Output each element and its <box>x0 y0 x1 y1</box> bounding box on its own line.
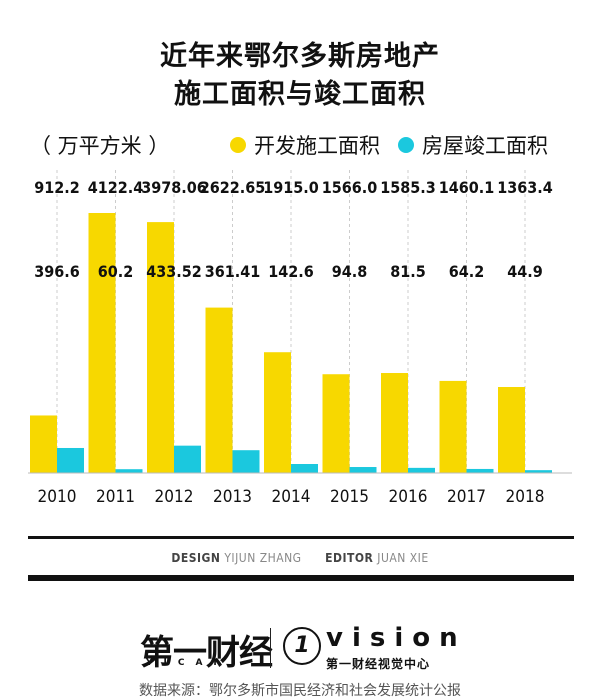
bar-completion <box>291 464 318 473</box>
logo-separator <box>270 628 271 668</box>
data-label: 44.9 <box>507 262 543 281</box>
vision-circle-logo: 1 <box>283 627 321 665</box>
bar-completion <box>57 447 84 473</box>
bar-construction <box>439 380 467 473</box>
x-tick-label: 2018 <box>506 487 545 507</box>
bar-completion <box>408 467 435 473</box>
data-label: 361.41 <box>205 262 261 281</box>
bar-construction <box>381 373 408 473</box>
bar-completion <box>115 469 143 473</box>
yicai-logo-sub: YICAI <box>146 658 228 668</box>
vision-wordmark: vision <box>326 623 467 653</box>
bar-construction <box>264 352 291 473</box>
legend-item-construction: 开发施工面积 <box>230 130 380 160</box>
x-tick-label: 2016 <box>389 487 428 507</box>
data-label: 396.6 <box>34 262 80 281</box>
design-label: DESIGN <box>171 551 221 565</box>
bar-construction <box>88 213 116 473</box>
design-name: YIJUN ZHANG <box>224 551 302 565</box>
bar-chart: 2010 2011 2012 2013 2014 2015 2016 2017 2018 912.… <box>28 170 572 507</box>
editor-label: EDITOR <box>325 551 374 565</box>
data-label: 3978.06 <box>141 178 207 197</box>
x-tick-label: 2013 <box>213 487 252 507</box>
data-label: 1363.4 <box>497 178 553 197</box>
legend-swatch-yellow <box>230 137 246 153</box>
yicai-logo: 第一财经 <box>140 633 273 673</box>
data-label: 81.5 <box>390 262 426 281</box>
data-label: 64.2 <box>449 262 485 281</box>
data-label: 94.8 <box>332 262 368 281</box>
data-label: 433.52 <box>146 262 202 281</box>
legend-item-completion: 房屋竣工面积 <box>398 130 548 160</box>
data-label: 1566.0 <box>322 178 378 197</box>
data-label: 1915.0 <box>263 178 319 197</box>
bar-construction <box>147 222 174 473</box>
credits-line: DESIGN YIJUN ZHANG EDITOR JUAN XIE <box>0 551 600 565</box>
bar-construction <box>498 387 525 473</box>
chart-title-line1: 近年来鄂尔多斯房地产 <box>160 41 440 72</box>
x-tick-label: 2011 <box>96 487 135 507</box>
legend-swatch-cyan <box>398 137 414 153</box>
x-tick-label: 2012 <box>155 487 194 507</box>
legend-label-construction: 开发施工面积 <box>254 134 380 158</box>
divider-top <box>28 536 574 539</box>
data-label: 4122.4 <box>88 178 144 197</box>
data-label: 912.2 <box>34 178 80 197</box>
chart-title-line2: 施工面积与竣工面积 <box>174 79 426 110</box>
data-label: 2622.65 <box>200 178 266 197</box>
data-label: 142.6 <box>268 262 314 281</box>
x-tick-label: 2010 <box>38 487 77 507</box>
data-label: 1460.1 <box>439 178 495 197</box>
bar-completion <box>174 445 201 473</box>
x-tick-label: 2017 <box>447 487 486 507</box>
bar-construction <box>205 307 233 473</box>
editor-name: JUAN XIE <box>377 551 429 565</box>
unit-label: （ 万平方米 ） <box>30 134 170 158</box>
bar-construction <box>30 415 57 473</box>
data-label: 1585.3 <box>380 178 436 197</box>
x-tick-label: 2014 <box>272 487 311 507</box>
legend-label-completion: 房屋竣工面积 <box>422 134 548 158</box>
bar-completion <box>349 467 377 473</box>
divider-bottom <box>28 575 574 581</box>
bar-completion <box>232 450 260 473</box>
bar-construction <box>322 374 350 473</box>
bar-completion <box>525 470 552 473</box>
data-source: 数据来源：鄂尔多斯市国民经济和社会发展统计公报 <box>139 683 461 699</box>
vision-subtitle: 第一财经视觉中心 <box>326 657 431 671</box>
bar-completion <box>466 468 494 473</box>
data-label: 60.2 <box>98 262 134 281</box>
x-tick-label: 2015 <box>330 487 369 507</box>
